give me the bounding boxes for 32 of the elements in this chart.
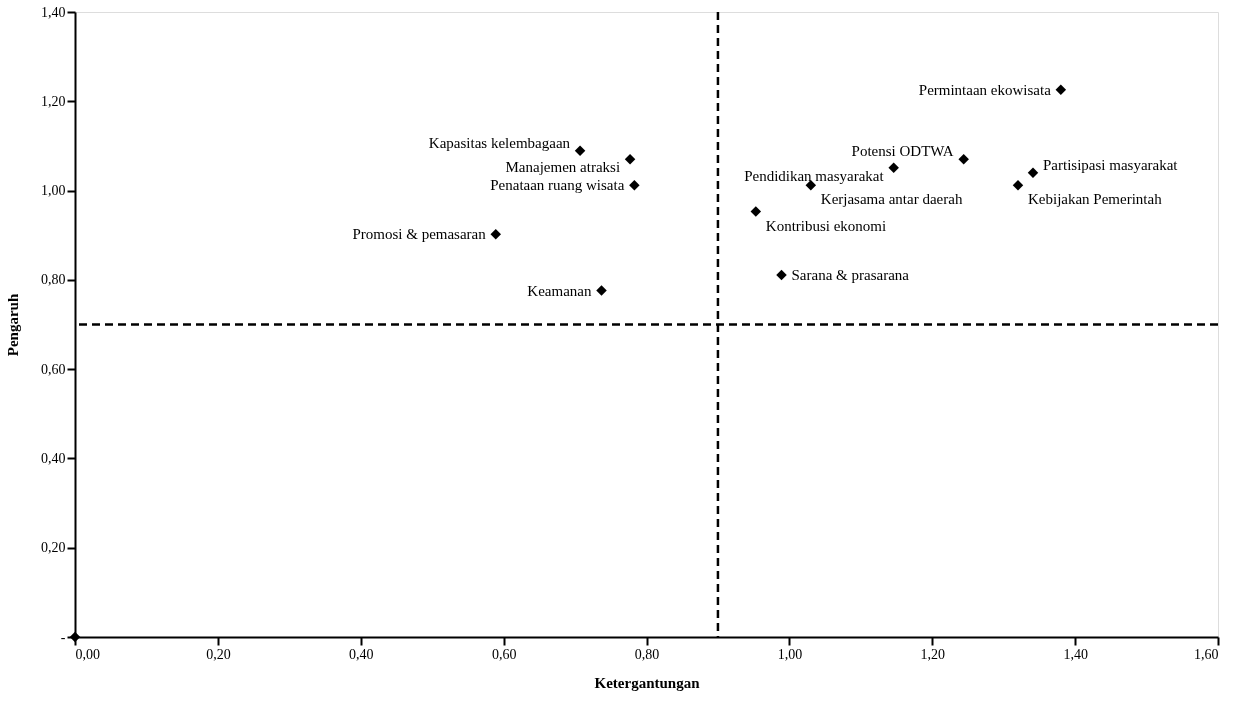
annotation: Permintaan ekowisata [918, 81, 1052, 98]
y-tick-label: 0,20 [41, 540, 66, 556]
annotation: Kapasitas kelembagaan [428, 134, 571, 151]
y-axis-title: Pengaruh [5, 293, 21, 357]
x-tick-label: 1,40 [1063, 646, 1088, 662]
annotation: Penataan ruang wisata [490, 177, 625, 194]
annotation: Kontribusi ekonomi [765, 217, 887, 234]
x-tick-label: 0,00 [75, 646, 100, 662]
x-axis-title: Ketergantungan [594, 674, 701, 691]
annotation: Keamanan [527, 282, 592, 299]
x-tick-label: 0,80 [634, 646, 660, 662]
annotation: Sarana & prasarana [791, 266, 910, 283]
y-tick-label: 1,40 [41, 4, 66, 20]
y-tick-label: 1,00 [41, 183, 66, 199]
y-tick-label: 1,20 [41, 93, 66, 109]
annotation: Partisipasi masyarakat [1042, 156, 1179, 173]
x-tick-label: 1,00 [777, 646, 803, 662]
x-tick-label: 1,20 [920, 646, 945, 662]
annotation: Potensi ODTWA [851, 143, 954, 160]
x-tick-label: 1,60 [1194, 646, 1219, 662]
y-tick-label: 0,40 [41, 450, 66, 466]
y-tick-label: 0,60 [41, 361, 66, 377]
x-tick-label: 0,60 [491, 646, 517, 662]
annotation: Promosi & pemasaran [352, 226, 487, 243]
annotation: Kerjasama antar daerah [820, 191, 963, 208]
x-tick-label: 0,20 [206, 646, 231, 662]
x-tick-label: 0,40 [349, 646, 374, 662]
annotation: Pendidikan masyarakat [744, 167, 885, 184]
y-tick-label: 0,80 [41, 272, 66, 288]
annotation: Kebijakan Pemerintah [1027, 191, 1163, 208]
y-tick-label: - [60, 629, 66, 645]
annotation: Manajemen atraksi [505, 159, 621, 176]
